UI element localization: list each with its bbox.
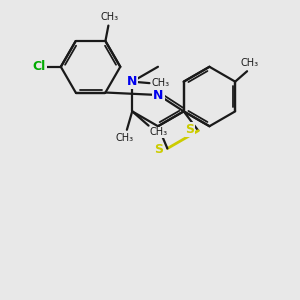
Text: CH₃: CH₃ xyxy=(101,12,119,22)
Text: CH₃: CH₃ xyxy=(150,127,168,137)
Text: CH₃: CH₃ xyxy=(152,78,170,88)
Text: N: N xyxy=(153,88,164,101)
Text: N: N xyxy=(127,75,137,88)
Text: S: S xyxy=(154,143,164,157)
Text: Cl: Cl xyxy=(32,60,46,73)
Text: CH₃: CH₃ xyxy=(116,133,134,143)
Text: CH₃: CH₃ xyxy=(241,58,259,68)
Text: S: S xyxy=(185,123,194,136)
